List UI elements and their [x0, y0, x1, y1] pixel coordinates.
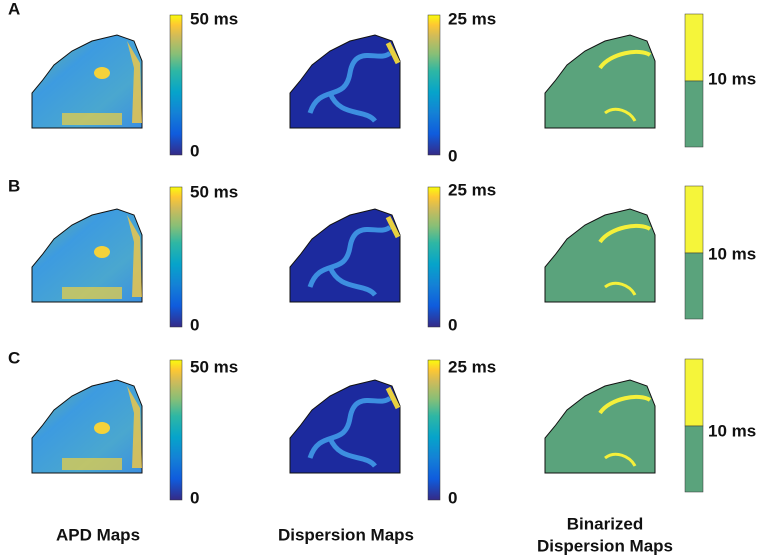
binarized-map [544, 34, 656, 129]
colorbar-threshold: 10 ms [708, 244, 756, 263]
map-ridge [327, 91, 377, 123]
map-ridge [604, 452, 637, 467]
map-hotspot [94, 246, 110, 258]
colorbar-max: 50 ms [190, 182, 238, 201]
map-ridge [385, 41, 401, 65]
map-shape [544, 34, 656, 129]
map-ridge [307, 224, 392, 288]
colorbar-min: 0 [190, 488, 199, 507]
map-ridge [598, 223, 652, 244]
map-hotspot [127, 386, 142, 468]
apd-map [31, 34, 143, 129]
map-hotspot [62, 458, 122, 470]
colorbar-max: 25 ms [448, 9, 496, 28]
column-title: Binarized [567, 514, 644, 533]
colorbar-min: 0 [448, 488, 457, 507]
colorbar-high [684, 13, 704, 82]
map-ridge [385, 215, 401, 239]
map-ridge [598, 49, 652, 70]
colorbar [427, 359, 441, 501]
colorbar [427, 186, 441, 328]
colorbar [169, 186, 183, 328]
colorbar-low [684, 252, 704, 320]
colorbar-min: 0 [190, 315, 199, 334]
labels: A B C 50 ms 0 25 ms 0 10 ms 50 ms 0 25 m… [8, 0, 756, 555]
column-title: Dispersion Maps [278, 525, 414, 544]
map-ridge [327, 436, 377, 468]
map-hotspot [127, 41, 142, 123]
map-ridge [604, 107, 637, 122]
row-label: A [8, 0, 20, 18]
map-ridge [307, 50, 392, 114]
colorbar-low [684, 80, 704, 148]
colorbar-max: 50 ms [190, 9, 238, 28]
dispersion-map [289, 34, 401, 129]
column-title: APD Maps [56, 525, 140, 544]
map-hotspot [62, 113, 122, 125]
colorbar-low [684, 425, 704, 493]
map-shape [544, 379, 656, 474]
colorbar-min: 0 [448, 146, 457, 165]
map-hotspot [62, 287, 122, 299]
colorbar-high [684, 185, 704, 254]
map-ridge [327, 265, 377, 297]
maps [31, 13, 704, 501]
map-hotspot [94, 422, 110, 434]
apd-map [31, 208, 143, 303]
colorbar-max: 25 ms [448, 180, 496, 199]
colorbar-high [684, 358, 704, 427]
colorbar-threshold: 10 ms [708, 69, 756, 88]
dispersion-map [289, 208, 401, 303]
map-shape [31, 34, 143, 129]
colorbar-threshold: 10 ms [708, 421, 756, 440]
colorbar [427, 14, 441, 156]
map-ridge [598, 394, 652, 415]
colorbar-max: 25 ms [448, 357, 496, 376]
dispersion-map [289, 379, 401, 474]
column-title: Dispersion Maps [537, 536, 673, 555]
colorbar [169, 359, 183, 501]
map-hotspot [127, 215, 142, 297]
map-ridge [385, 386, 401, 410]
map-shape [544, 208, 656, 303]
row-label: B [8, 176, 20, 195]
colorbar [169, 14, 183, 156]
row-label: C [8, 348, 20, 367]
map-shape [31, 208, 143, 303]
map-hotspot [94, 67, 110, 79]
colorbar-min: 0 [448, 315, 457, 334]
map-ridge [307, 395, 392, 459]
colorbar-max: 50 ms [190, 357, 238, 376]
colorbar-min: 0 [190, 141, 199, 160]
binarized-map [544, 379, 656, 474]
binarized-map [544, 208, 656, 303]
apd-map [31, 379, 143, 474]
map-ridge [604, 281, 637, 296]
map-shape [31, 379, 143, 474]
